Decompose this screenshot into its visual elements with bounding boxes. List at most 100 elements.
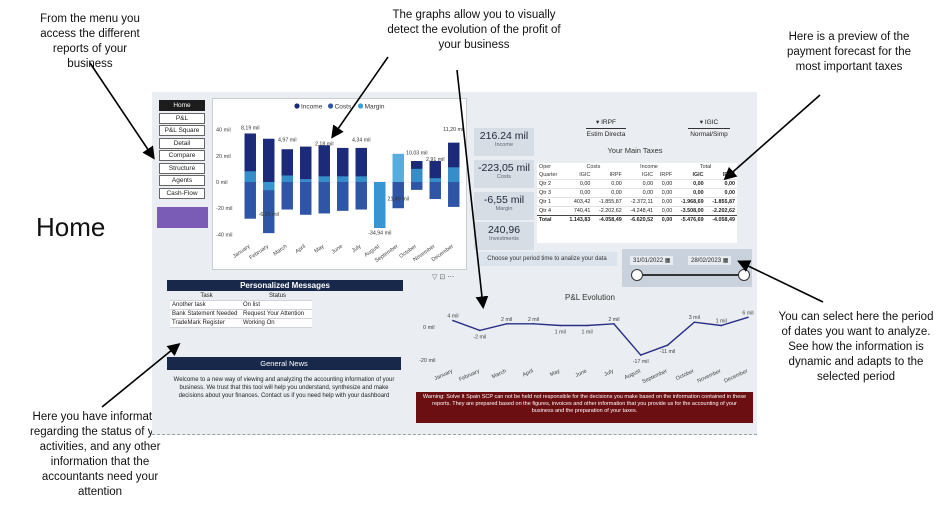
pl-evolution-chart[interactable]: 0 mil -20 mil 4 mil January -2 mil February 2 … [413, 304, 758, 390]
period-slider-end-handle[interactable] [738, 269, 750, 281]
data-label: 2 mil [528, 317, 539, 323]
x-tick-label: February [248, 244, 270, 262]
profit-bar-chart[interactable]: Income Costs Margin 40 mil 20 mil 0 mil -20 mi… [212, 98, 467, 270]
legend-marker [328, 103, 334, 109]
menu-item-detail[interactable]: Detail [159, 137, 205, 149]
menu-item-pl[interactable]: P&L [159, 112, 205, 124]
kpi-income: 216.24 mil Income [474, 128, 534, 156]
status-cell: Request Your Attention [243, 311, 305, 317]
disclaimer-warning: Warning: Solve It Spain SCP can not be h… [416, 392, 753, 423]
data-label: -17 mil [633, 359, 649, 365]
y-tick-label: 0 mil [423, 325, 435, 331]
bar-income [429, 161, 441, 182]
kpi-value: 240,96 [487, 224, 521, 236]
tax-cell: -1.855,87 [705, 197, 737, 207]
menu-item-cash-flow[interactable]: Cash-Flow [159, 187, 205, 199]
igic-slicer[interactable]: ▾ IGIC Normal/Simp [688, 114, 730, 138]
tax-cell: -4.058,49 [592, 215, 624, 224]
calendar-icon[interactable]: ▦ [664, 258, 671, 264]
end-date-field[interactable]: 28/02/2023 ▦ [688, 256, 732, 265]
x-tick-label: April [294, 244, 306, 255]
filter-icon[interactable]: ▽ [432, 274, 440, 281]
data-label: -2 mil [473, 334, 486, 340]
table-row: Another task On list [170, 301, 312, 310]
data-label: 1 mil [581, 330, 592, 336]
tax-cell: 1.143,83 [563, 215, 593, 224]
kpi-label: Costs [496, 174, 512, 180]
task-cell: TradeMark Register [172, 320, 225, 326]
tax-cell: 0,00 [655, 215, 675, 224]
kpi-margin: -6,55 mil Margin [474, 192, 534, 220]
menu-item-home[interactable]: Home [159, 100, 205, 111]
period-slider-start-handle[interactable] [631, 269, 643, 281]
menu-item-compare[interactable]: Compare [159, 150, 205, 161]
end-date-value: 28/02/2023 [691, 258, 722, 264]
data-label: 8,19 mil [241, 126, 260, 132]
igic-selected: IGIC [704, 119, 719, 126]
bar-income [281, 149, 293, 182]
taxes-matrix: Oper Costs Income Total Quarter IGIC IRP… [537, 163, 737, 243]
y-tick-label: 0 mil [216, 180, 228, 186]
tax-cell: -2.202,62 [592, 206, 624, 216]
tax-cell: 0,00 [563, 188, 593, 198]
menu-item-agents[interactable]: Agents [159, 175, 205, 186]
tax-cell: 0,00 [623, 179, 656, 189]
y-tick-label: -20 mil [216, 206, 233, 212]
data-label: 3 mil [689, 315, 700, 321]
tax-cell: Total [537, 215, 564, 224]
legend-entry: Costs [335, 104, 352, 111]
bar-margin [244, 171, 256, 182]
x-tick-label: February [458, 368, 481, 383]
x-tick-label: September [641, 368, 668, 385]
igic-dropdown[interactable]: ▾ IGIC [699, 119, 719, 126]
kpi-investments: 240,96 Investments [474, 222, 534, 250]
data-point [747, 316, 749, 319]
data-label: 2 mil [501, 317, 512, 323]
irpf-dropdown[interactable]: ▾ IRPF [596, 119, 616, 126]
x-tick-label: October [675, 368, 695, 382]
taxes-title: Your Main Taxes [607, 146, 663, 155]
x-tick-label: March [491, 368, 507, 380]
more-options-icon[interactable]: ⋯ [447, 274, 457, 281]
focus-mode-icon[interactable]: ⊡ [439, 274, 448, 281]
tax-cell: Qtr 3 [537, 188, 564, 198]
tax-col-header: Quarter [539, 172, 558, 178]
data-point [532, 323, 535, 325]
tax-cell: -2.202,62 [705, 206, 737, 216]
data-label: 11,20 mil [443, 127, 464, 133]
igic-label: Normal/Simp [688, 128, 730, 138]
irpf-slicer[interactable]: ▾ IRPF Estim Directa [586, 114, 626, 138]
series-line [452, 316, 749, 356]
calendar-icon[interactable]: ▦ [722, 258, 729, 264]
x-tick-label: June [575, 368, 588, 378]
menu-item-structure[interactable]: Structure [159, 162, 205, 174]
x-tick-label: January [434, 368, 454, 382]
tax-cell: 0,00 [674, 188, 706, 198]
table-row: Qtr 4 740,41 -2.202,62 -4.248,41 0,00 -3.508,… [537, 206, 737, 216]
tax-cell: -3.508,00 [674, 206, 706, 216]
bar-margin [300, 179, 312, 182]
column-header[interactable]: Status [268, 293, 286, 299]
table-row: Qtr 1 403,42 -1.855,87 -2.372,11 0,00 -1.968,… [537, 197, 737, 207]
menu-item-pl-square[interactable]: P&L Square [159, 125, 205, 136]
bar-costs [411, 182, 423, 190]
data-point [613, 323, 615, 325]
period-slider-track[interactable] [636, 274, 744, 276]
tax-cell: 0,00 [592, 188, 624, 198]
x-tick-label: May [549, 368, 561, 378]
column-header[interactable]: Task [200, 293, 213, 299]
kpi-label: Income [494, 142, 514, 148]
start-date-field[interactable]: 31/01/2022 ▦ [630, 256, 674, 265]
irpf-selected: IRPF [601, 119, 616, 126]
tax-cell: 740,41 [563, 206, 593, 216]
kpi-value: -6,55 mil [483, 194, 525, 206]
data-label: 2,18 mil [315, 141, 334, 147]
bar-margin [429, 178, 441, 182]
data-label: -11 mil [660, 349, 676, 355]
bar-margin [355, 176, 367, 182]
table-row-total: Total 1.143,83 -4.058,49 -6.620,52 0,00 -5.47… [537, 215, 737, 224]
profit-bar-chart-svg: Income Costs Margin 40 mil 20 mil 0 mil -20 mi… [216, 103, 464, 264]
bar-costs [244, 182, 256, 219]
tax-cell: 0,00 [705, 188, 737, 198]
